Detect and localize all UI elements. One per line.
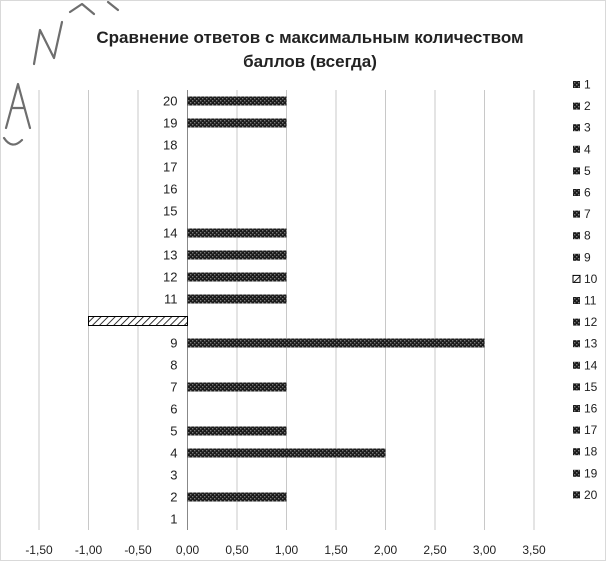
x-tick-label: -1,00 — [75, 543, 103, 557]
legend-swatch-15 — [573, 383, 580, 391]
legend-swatch-7 — [573, 210, 580, 218]
legend-label-8: 8 — [584, 229, 591, 243]
bar-series-9 — [187, 338, 485, 348]
bar-series-14 — [187, 228, 287, 238]
legend-label-17: 17 — [584, 423, 598, 437]
legend-swatch-20 — [573, 491, 580, 499]
y-tick-label: 5 — [170, 424, 177, 439]
y-tick-label: 17 — [163, 160, 177, 175]
legend-swatch-17 — [573, 426, 580, 434]
y-tick-label: 15 — [163, 204, 177, 219]
legend-swatch-4 — [573, 145, 580, 153]
bar-series-2 — [187, 492, 287, 502]
legend-swatch-9 — [573, 253, 580, 261]
legend-label-13: 13 — [584, 337, 598, 351]
legend-label-10: 10 — [584, 272, 598, 286]
x-tick-label: 1,00 — [275, 543, 299, 557]
legend-label-19: 19 — [584, 466, 598, 480]
y-tick-label: 16 — [163, 182, 177, 197]
bar-series-10 — [88, 316, 188, 326]
legend-swatch-13 — [573, 340, 580, 348]
legend-label-12: 12 — [584, 315, 598, 329]
y-tick-label: 14 — [163, 226, 177, 241]
legend-swatch-10 — [572, 274, 581, 283]
bar-series-5 — [187, 426, 287, 436]
legend-label-1: 1 — [584, 78, 591, 92]
chart-title-line-2: баллов (всегда) — [243, 52, 377, 71]
x-tick-label: -0,50 — [124, 543, 152, 557]
bar-series-4 — [187, 448, 386, 458]
legend-swatch-6 — [573, 189, 580, 196]
y-tick-label: 3 — [170, 468, 177, 483]
bar-series-13 — [187, 250, 287, 260]
legend-swatch-1 — [573, 81, 580, 88]
y-tick-label: 1 — [170, 512, 177, 527]
y-tick-label: 9 — [170, 336, 177, 351]
legend-label-7: 7 — [584, 207, 591, 221]
y-tick-label: 4 — [170, 446, 177, 461]
x-tick-label: 3,50 — [522, 543, 546, 557]
legend-label-20: 20 — [584, 488, 598, 502]
legend-swatch-8 — [573, 232, 580, 240]
y-tick-label: 13 — [163, 248, 177, 263]
legend-swatch-14 — [573, 361, 580, 369]
legend-label-9: 9 — [584, 250, 591, 264]
legend-label-18: 18 — [584, 445, 598, 459]
legend-swatch-18 — [573, 448, 580, 456]
legend-label-6: 6 — [584, 186, 591, 200]
y-tick-label: 11 — [164, 292, 178, 307]
x-tick-label: 0,50 — [225, 543, 249, 557]
x-tick-labels: -1,50 -1,00 -0,50 0,00 0,50 1,00 1,50 2,00 2,50 3… — [25, 543, 546, 557]
legend-swatch-19 — [573, 469, 580, 477]
y-tick-label: 2 — [170, 490, 177, 505]
legend-label-4: 4 — [584, 142, 591, 156]
y-tick-label: 7 — [170, 380, 177, 395]
legend-swatch-2 — [573, 102, 580, 110]
x-tick-label: 2,50 — [423, 543, 447, 557]
x-tick-label: 0,00 — [176, 543, 200, 557]
legend-swatch-5 — [573, 167, 580, 175]
y-tick-label: 19 — [163, 116, 177, 131]
legend-label-2: 2 — [584, 99, 591, 113]
bar-series-12 — [187, 272, 287, 282]
x-tick-label: 1,50 — [324, 543, 348, 557]
y-tick-label: 18 — [163, 138, 177, 153]
legend-label-14: 14 — [584, 358, 598, 372]
bar-series-19 — [187, 118, 287, 128]
legend-swatch-16 — [573, 405, 580, 412]
chart-title-line-1: Сравнение ответов с максимальным количес… — [96, 28, 524, 47]
y-tick-label: 12 — [163, 270, 177, 285]
chart-title: Сравнение ответов с максимальным количес… — [40, 26, 580, 74]
y-tick-label: 20 — [163, 94, 177, 109]
bar-series-7 — [187, 382, 287, 392]
legend-label-11: 11 — [584, 294, 597, 308]
legend-swatch-11 — [573, 297, 580, 304]
legend-swatch-12 — [573, 318, 580, 326]
bar-series-11 — [187, 294, 287, 304]
legend-label-5: 5 — [584, 164, 591, 178]
x-tick-label: 2,00 — [374, 543, 398, 557]
legend-label-16: 16 — [584, 402, 598, 416]
legend-label-15: 15 — [584, 380, 598, 394]
x-tick-label: -1,50 — [25, 543, 53, 557]
y-tick-label: 6 — [170, 402, 177, 417]
y-tick-label: 8 — [170, 358, 177, 373]
x-tick-label: 3,00 — [473, 543, 497, 557]
legend-label-3: 3 — [584, 121, 591, 135]
bars — [88, 96, 485, 502]
legend-swatch-3 — [573, 124, 580, 132]
bar-series-20 — [187, 96, 287, 106]
